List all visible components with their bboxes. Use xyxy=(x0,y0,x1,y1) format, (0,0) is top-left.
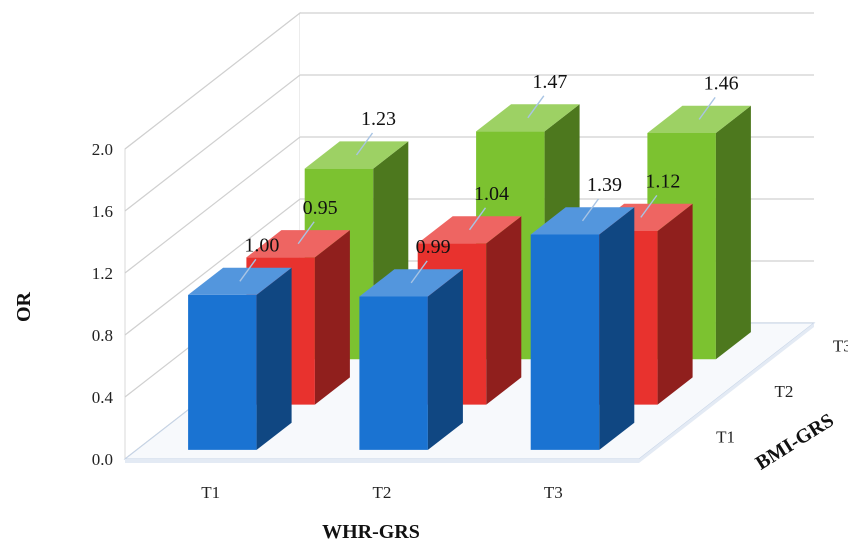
gridline xyxy=(124,74,814,212)
bar-side xyxy=(427,269,463,450)
y-axis-label: OR xyxy=(13,291,35,322)
data-label: 0.99 xyxy=(416,236,451,258)
bar-front xyxy=(188,294,257,450)
bar-top xyxy=(359,269,463,297)
depth-tick-label: T2 xyxy=(775,382,794,401)
x-tick-label: T1 xyxy=(201,483,220,502)
data-label: 1.00 xyxy=(244,234,279,256)
data-label: 1.12 xyxy=(645,170,680,192)
y-tick-label: 0.0 xyxy=(92,450,113,469)
bar-side xyxy=(599,207,635,450)
gridline xyxy=(124,136,814,274)
bar-front xyxy=(359,296,428,450)
data-label-leader xyxy=(355,132,374,156)
y-axis-ticks: 0.0 0.4 0.8 1.2 1.6 2.0 xyxy=(92,140,114,469)
data-label: 1.23 xyxy=(361,108,396,130)
data-label-leader xyxy=(640,194,658,218)
data-label: 1.47 xyxy=(532,71,567,93)
depth-axis-ticks: T1 T2 T3 xyxy=(716,337,848,447)
bar-side xyxy=(486,216,522,405)
bar xyxy=(188,267,292,450)
data-label: 1.04 xyxy=(474,183,509,205)
floor-edge xyxy=(125,459,639,463)
bar-top xyxy=(246,230,350,258)
data-label-leader xyxy=(468,207,487,231)
bar-top xyxy=(647,105,751,133)
data-labels: 1.23 1.47 1.46 0.95 1.04 1.12 1.00 0.99 1.39 xyxy=(239,71,739,284)
data-label-leader xyxy=(410,260,428,284)
data-label: 0.95 xyxy=(303,197,338,219)
data-label-leader xyxy=(581,198,600,222)
bar-side xyxy=(657,203,693,405)
gridline xyxy=(124,12,814,150)
y-tick-label: 0.8 xyxy=(92,326,113,345)
bar xyxy=(359,269,463,450)
floor-edge xyxy=(639,323,814,463)
y-tick-label: 0.4 xyxy=(92,388,114,407)
x-tick-label: T3 xyxy=(544,483,563,502)
x-axis-label: WHR-GRS xyxy=(322,521,420,543)
y-tick-label: 2.0 xyxy=(92,140,113,159)
data-label: 1.39 xyxy=(587,174,622,196)
gridline xyxy=(124,198,814,336)
data-label-leader xyxy=(698,96,716,120)
data-label-leader xyxy=(297,221,315,245)
bar-side xyxy=(256,267,292,450)
bar-side xyxy=(314,230,350,405)
data-label-leader xyxy=(239,258,257,282)
depth-axis-label: BMI-GRS xyxy=(752,409,838,474)
bar-front xyxy=(530,234,600,450)
y-tick-label: 1.6 xyxy=(92,202,113,221)
x-tick-label: T2 xyxy=(373,483,392,502)
bars xyxy=(188,104,751,450)
y-tick-label: 1.2 xyxy=(92,264,113,283)
bar xyxy=(530,207,635,450)
data-label-leader xyxy=(527,95,545,119)
depth-tick-label: T3 xyxy=(833,337,848,356)
depth-tick-label: T1 xyxy=(716,427,735,446)
x-axis-ticks: T1 T2 T3 xyxy=(201,483,563,502)
bar-top xyxy=(530,207,635,235)
bar-side xyxy=(715,105,751,360)
data-label: 1.46 xyxy=(704,72,739,94)
